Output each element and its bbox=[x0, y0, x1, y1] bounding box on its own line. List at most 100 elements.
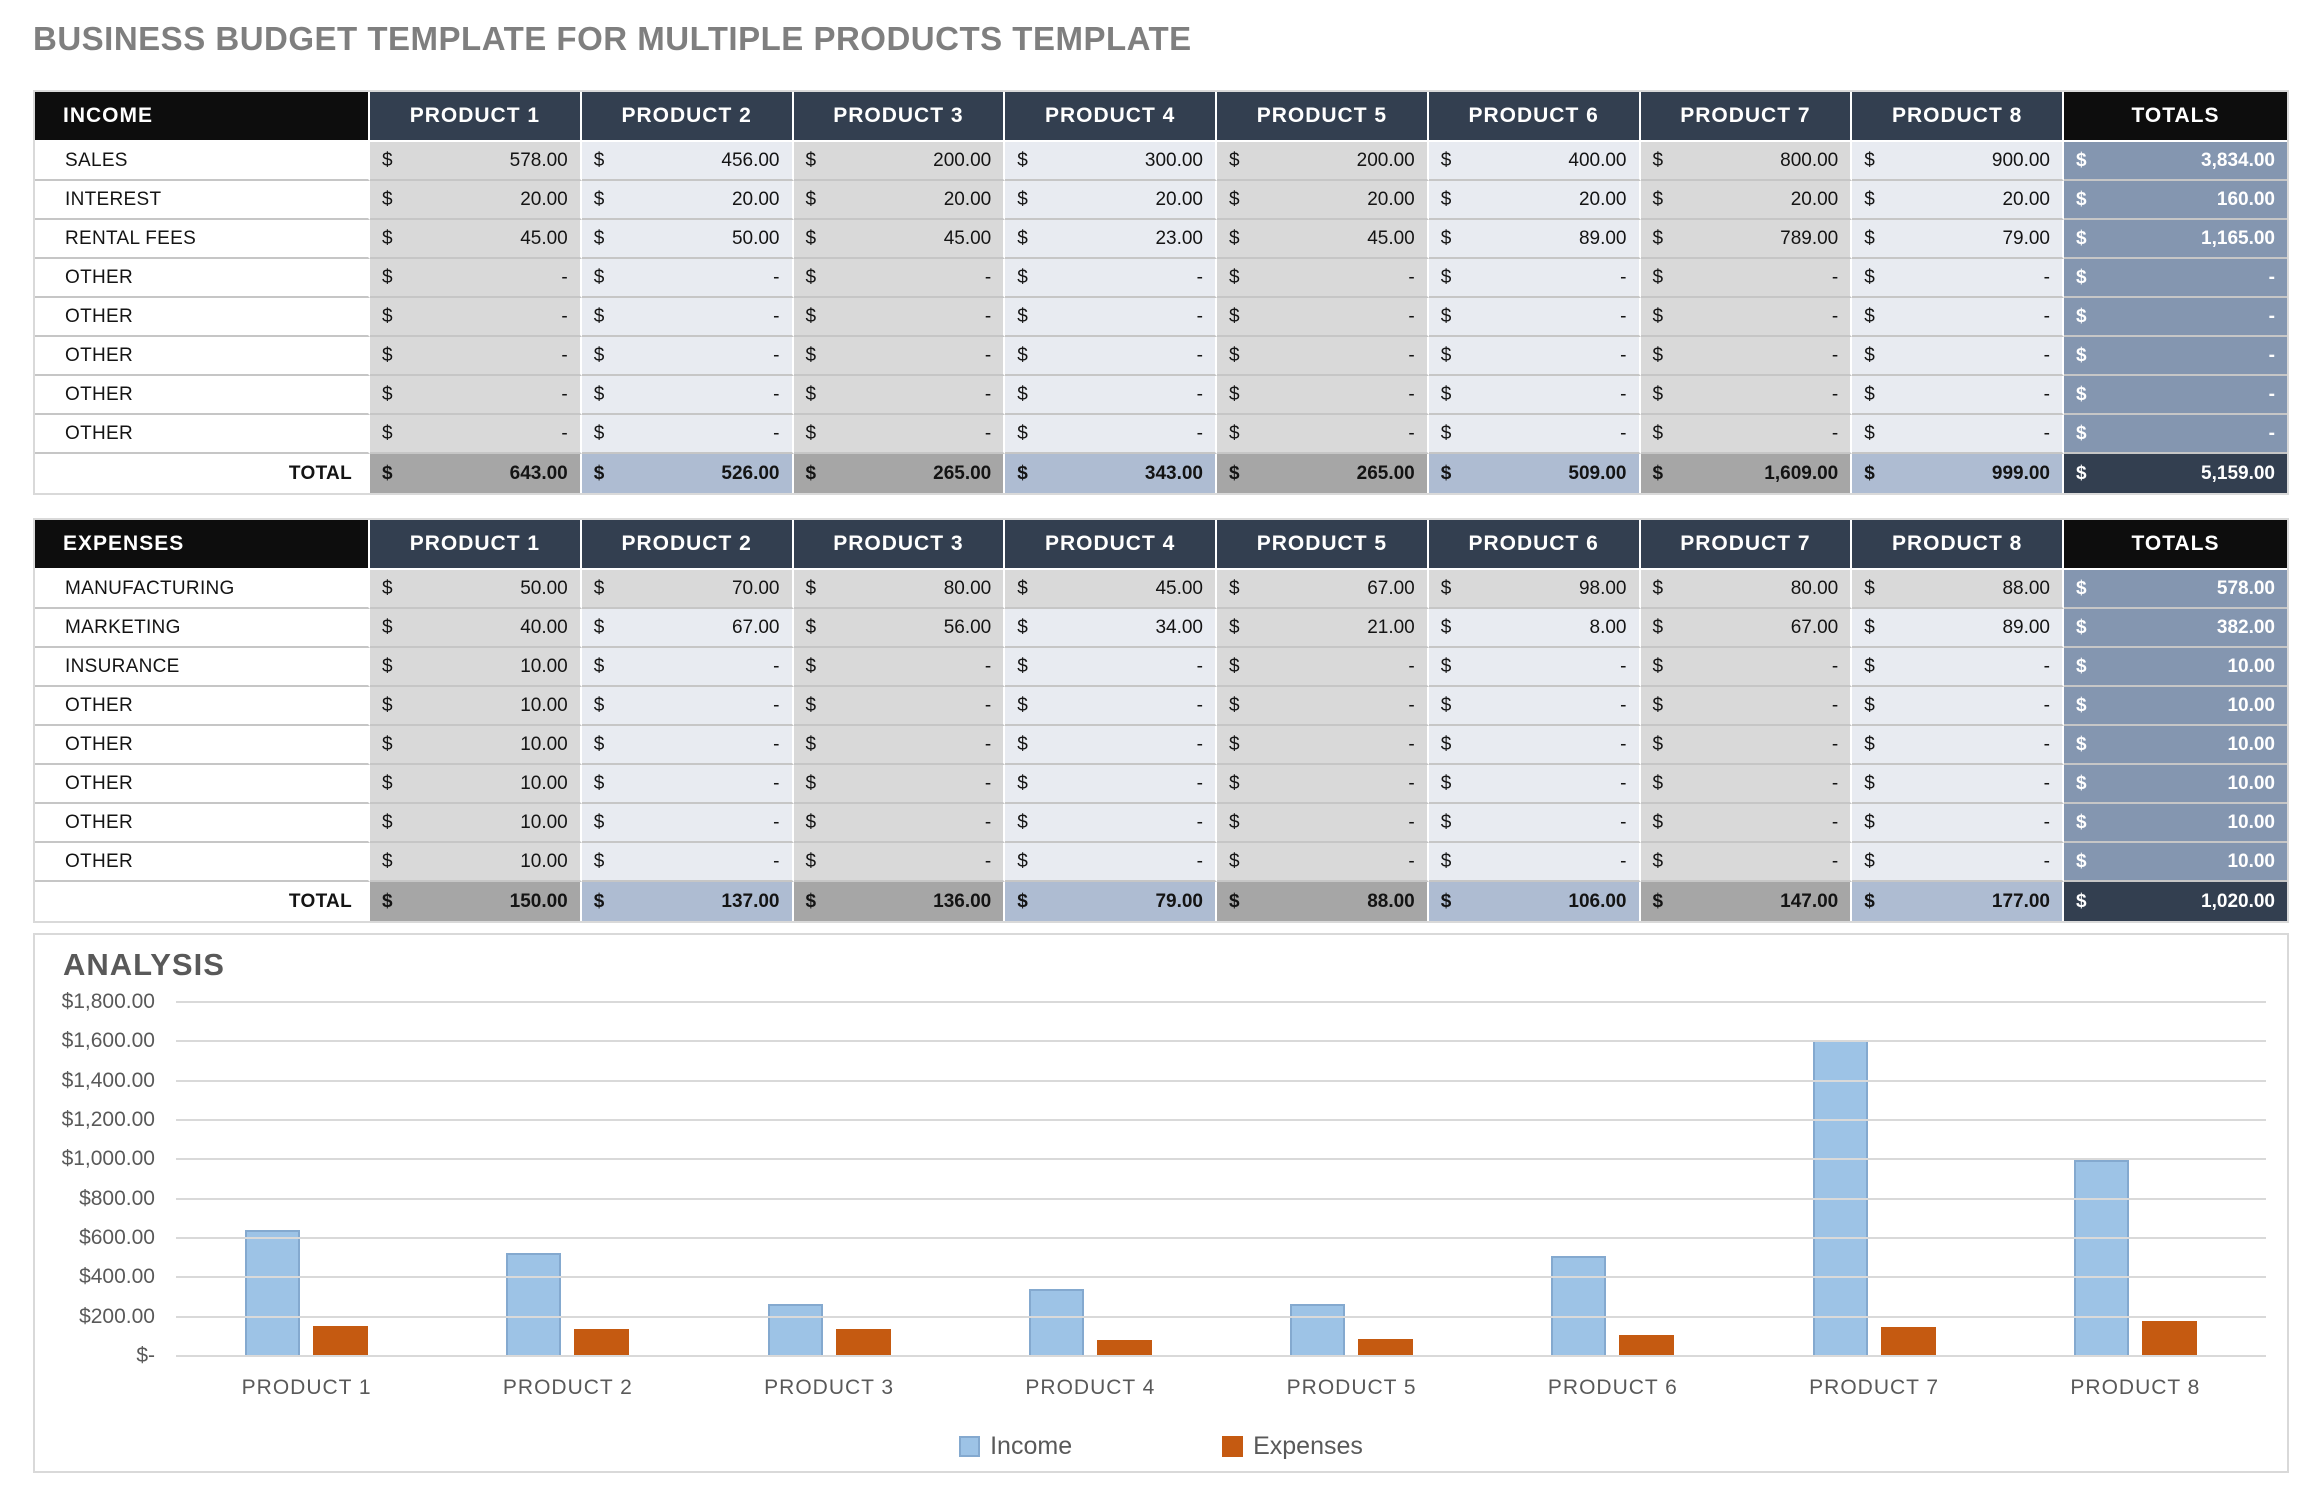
expenses-cell-r3-product-3[interactable]: $ - bbox=[793, 687, 1006, 726]
income-cell-r0-product-5[interactable]: $200.00 bbox=[1217, 142, 1429, 181]
income-cell-r2-product-2[interactable]: $50.00 bbox=[581, 220, 794, 259]
expenses-cell-r4-product-7[interactable]: $ - bbox=[1640, 726, 1853, 765]
expenses-cell-r0-product-5[interactable]: $67.00 bbox=[1217, 570, 1429, 609]
income-cell-r4-product-2[interactable]: $ - bbox=[581, 298, 794, 337]
income-cell-r2-product-1[interactable]: $45.00 bbox=[370, 220, 582, 259]
income-cell-r3-product-5[interactable]: $ - bbox=[1217, 259, 1429, 298]
income-cell-r0-product-6[interactable]: $400.00 bbox=[1428, 142, 1641, 181]
expenses-cell-r1-product-6[interactable]: $8.00 bbox=[1428, 609, 1641, 648]
income-cell-r4-product-3[interactable]: $ - bbox=[793, 298, 1006, 337]
income-cell-r3-product-2[interactable]: $ - bbox=[581, 259, 794, 298]
income-cell-r0-product-8[interactable]: $900.00 bbox=[1852, 142, 2064, 181]
income-cell-r6-product-6[interactable]: $ - bbox=[1428, 376, 1641, 415]
income-cell-r2-product-6[interactable]: $89.00 bbox=[1428, 220, 1641, 259]
income-cell-r6-product-1[interactable]: $ - bbox=[370, 376, 582, 415]
income-cell-r7-product-3[interactable]: $ - bbox=[793, 415, 1006, 454]
expenses-cell-r5-product-6[interactable]: $ - bbox=[1428, 765, 1641, 804]
income-cell-r2-product-7[interactable]: $789.00 bbox=[1640, 220, 1853, 259]
expenses-cell-r7-product-8[interactable]: $ - bbox=[1852, 843, 2064, 882]
expenses-cell-r7-product-7[interactable]: $ - bbox=[1640, 843, 1853, 882]
expenses-cell-r5-product-8[interactable]: $ - bbox=[1852, 765, 2064, 804]
expenses-cell-r5-product-3[interactable]: $ - bbox=[793, 765, 1006, 804]
income-cell-r4-product-8[interactable]: $ - bbox=[1852, 298, 2064, 337]
income-cell-r4-product-4[interactable]: $ - bbox=[1005, 298, 1217, 337]
expenses-cell-r1-product-7[interactable]: $67.00 bbox=[1640, 609, 1853, 648]
income-cell-r0-product-7[interactable]: $800.00 bbox=[1640, 142, 1853, 181]
income-cell-r0-product-2[interactable]: $456.00 bbox=[581, 142, 794, 181]
expenses-cell-r1-product-8[interactable]: $89.00 bbox=[1852, 609, 2064, 648]
income-cell-r5-product-8[interactable]: $ - bbox=[1852, 337, 2064, 376]
expenses-cell-r4-product-1[interactable]: $10.00 bbox=[370, 726, 582, 765]
income-cell-r4-product-7[interactable]: $ - bbox=[1640, 298, 1853, 337]
expenses-cell-r4-product-3[interactable]: $ - bbox=[793, 726, 1006, 765]
income-cell-r1-product-1[interactable]: $20.00 bbox=[370, 181, 582, 220]
expenses-cell-r2-product-8[interactable]: $ - bbox=[1852, 648, 2064, 687]
expenses-cell-r0-product-4[interactable]: $45.00 bbox=[1005, 570, 1217, 609]
income-cell-r5-product-3[interactable]: $ - bbox=[793, 337, 1006, 376]
income-cell-r6-product-4[interactable]: $ - bbox=[1005, 376, 1217, 415]
expenses-cell-r6-product-6[interactable]: $ - bbox=[1428, 804, 1641, 843]
expenses-cell-r1-product-4[interactable]: $34.00 bbox=[1005, 609, 1217, 648]
expenses-cell-r7-product-1[interactable]: $10.00 bbox=[370, 843, 582, 882]
expenses-cell-r1-product-5[interactable]: $21.00 bbox=[1217, 609, 1429, 648]
income-cell-r6-product-2[interactable]: $ - bbox=[581, 376, 794, 415]
expenses-cell-r0-product-1[interactable]: $50.00 bbox=[370, 570, 582, 609]
income-cell-r5-product-5[interactable]: $ - bbox=[1217, 337, 1429, 376]
income-cell-r0-product-1[interactable]: $578.00 bbox=[370, 142, 582, 181]
income-cell-r3-product-3[interactable]: $ - bbox=[793, 259, 1006, 298]
income-cell-r0-product-4[interactable]: $300.00 bbox=[1005, 142, 1217, 181]
expenses-cell-r2-product-4[interactable]: $ - bbox=[1005, 648, 1217, 687]
income-cell-r7-product-5[interactable]: $ - bbox=[1217, 415, 1429, 454]
income-cell-r4-product-1[interactable]: $ - bbox=[370, 298, 582, 337]
income-cell-r1-product-3[interactable]: $20.00 bbox=[793, 181, 1006, 220]
expenses-cell-r1-product-1[interactable]: $40.00 bbox=[370, 609, 582, 648]
income-cell-r3-product-7[interactable]: $ - bbox=[1640, 259, 1853, 298]
expenses-cell-r6-product-4[interactable]: $ - bbox=[1005, 804, 1217, 843]
income-cell-r7-product-1[interactable]: $ - bbox=[370, 415, 582, 454]
expenses-cell-r5-product-7[interactable]: $ - bbox=[1640, 765, 1853, 804]
expenses-cell-r4-product-2[interactable]: $ - bbox=[581, 726, 794, 765]
income-cell-r5-product-4[interactable]: $ - bbox=[1005, 337, 1217, 376]
expenses-cell-r4-product-6[interactable]: $ - bbox=[1428, 726, 1641, 765]
income-cell-r7-product-6[interactable]: $ - bbox=[1428, 415, 1641, 454]
income-cell-r3-product-6[interactable]: $ - bbox=[1428, 259, 1641, 298]
income-cell-r1-product-4[interactable]: $20.00 bbox=[1005, 181, 1217, 220]
expenses-cell-r4-product-4[interactable]: $ - bbox=[1005, 726, 1217, 765]
expenses-cell-r0-product-7[interactable]: $80.00 bbox=[1640, 570, 1853, 609]
expenses-cell-r7-product-6[interactable]: $ - bbox=[1428, 843, 1641, 882]
expenses-cell-r3-product-1[interactable]: $10.00 bbox=[370, 687, 582, 726]
income-cell-r1-product-2[interactable]: $20.00 bbox=[581, 181, 794, 220]
income-cell-r2-product-4[interactable]: $23.00 bbox=[1005, 220, 1217, 259]
expenses-cell-r2-product-7[interactable]: $ - bbox=[1640, 648, 1853, 687]
expenses-cell-r0-product-6[interactable]: $98.00 bbox=[1428, 570, 1641, 609]
income-cell-r1-product-5[interactable]: $20.00 bbox=[1217, 181, 1429, 220]
income-cell-r4-product-6[interactable]: $ - bbox=[1428, 298, 1641, 337]
income-cell-r5-product-7[interactable]: $ - bbox=[1640, 337, 1853, 376]
expenses-cell-r3-product-6[interactable]: $ - bbox=[1428, 687, 1641, 726]
expenses-cell-r4-product-8[interactable]: $ - bbox=[1852, 726, 2064, 765]
income-cell-r0-product-3[interactable]: $200.00 bbox=[793, 142, 1006, 181]
expenses-cell-r1-product-2[interactable]: $67.00 bbox=[581, 609, 794, 648]
expenses-cell-r3-product-2[interactable]: $ - bbox=[581, 687, 794, 726]
expenses-cell-r6-product-3[interactable]: $ - bbox=[793, 804, 1006, 843]
expenses-cell-r2-product-2[interactable]: $ - bbox=[581, 648, 794, 687]
expenses-cell-r7-product-4[interactable]: $ - bbox=[1005, 843, 1217, 882]
expenses-cell-r2-product-1[interactable]: $10.00 bbox=[370, 648, 582, 687]
expenses-cell-r7-product-5[interactable]: $ - bbox=[1217, 843, 1429, 882]
expenses-cell-r0-product-3[interactable]: $80.00 bbox=[793, 570, 1006, 609]
income-cell-r6-product-3[interactable]: $ - bbox=[793, 376, 1006, 415]
income-cell-r5-product-1[interactable]: $ - bbox=[370, 337, 582, 376]
income-cell-r3-product-8[interactable]: $ - bbox=[1852, 259, 2064, 298]
expenses-cell-r6-product-1[interactable]: $10.00 bbox=[370, 804, 582, 843]
income-cell-r7-product-2[interactable]: $ - bbox=[581, 415, 794, 454]
income-cell-r3-product-1[interactable]: $ - bbox=[370, 259, 582, 298]
expenses-cell-r3-product-4[interactable]: $ - bbox=[1005, 687, 1217, 726]
expenses-cell-r5-product-2[interactable]: $ - bbox=[581, 765, 794, 804]
expenses-cell-r5-product-4[interactable]: $ - bbox=[1005, 765, 1217, 804]
expenses-cell-r6-product-5[interactable]: $ - bbox=[1217, 804, 1429, 843]
income-cell-r1-product-7[interactable]: $20.00 bbox=[1640, 181, 1853, 220]
income-cell-r6-product-5[interactable]: $ - bbox=[1217, 376, 1429, 415]
income-cell-r1-product-6[interactable]: $20.00 bbox=[1428, 181, 1641, 220]
expenses-cell-r0-product-8[interactable]: $88.00 bbox=[1852, 570, 2064, 609]
expenses-cell-r7-product-2[interactable]: $ - bbox=[581, 843, 794, 882]
